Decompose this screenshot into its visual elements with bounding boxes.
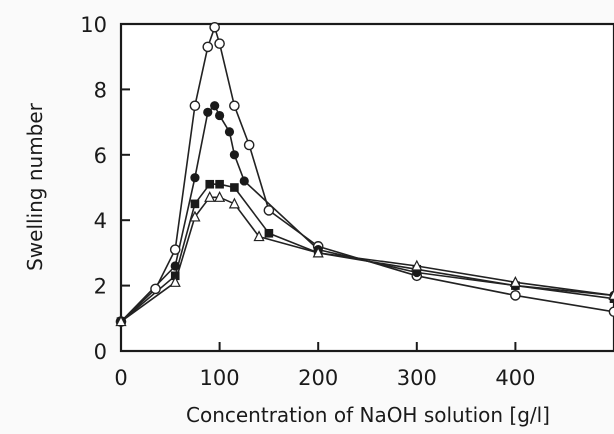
data-point-open-triangle (204, 190, 216, 202)
data-point-filled-circle (224, 127, 235, 137)
y-tick-label: 4 (94, 209, 107, 233)
data-point-open-circle (229, 100, 240, 112)
y-tick-label: 8 (94, 78, 107, 102)
data-point-filled-square (190, 199, 200, 209)
data-point-open-triangle (189, 210, 201, 222)
data-point-open-circle (209, 21, 220, 33)
data-point-filled-circle (215, 110, 225, 121)
y-tick-label: 6 (94, 144, 107, 168)
series-markers (115, 21, 614, 327)
data-point-filled-square (205, 179, 215, 189)
y-tick-label: 10 (80, 13, 107, 37)
x-tick-label: 400 (495, 366, 535, 390)
y-tick-label: 0 (94, 340, 107, 364)
data-point-open-circle (608, 306, 614, 318)
data-point-open-circle (189, 100, 201, 112)
series-line (120, 26, 614, 323)
y-tick-label: 2 (94, 275, 107, 299)
data-point-open-triangle (608, 289, 614, 301)
data-point-open-triangle (411, 259, 423, 271)
plot-frame (119, 22, 614, 353)
data-point-open-circle (243, 139, 255, 151)
data-point-filled-circle (203, 107, 213, 117)
x-tick-label: 200 (298, 366, 338, 390)
data-point-open-circle (150, 283, 161, 295)
data-point-open-triangle (509, 276, 521, 287)
data-point-filled-circle (210, 101, 220, 111)
x-tick-label: 0 (114, 366, 127, 390)
data-point-filled-circle (170, 261, 180, 271)
data-point-open-triangle (214, 190, 226, 202)
data-point-open-triangle (228, 197, 240, 209)
data-point-filled-circle (239, 176, 249, 186)
x-tick-label: 100 (200, 366, 240, 390)
y-axis-title: Swelling number (23, 102, 47, 271)
data-point-open-triangle (253, 230, 265, 242)
data-point-open-triangle (115, 315, 127, 327)
data-point-filled-square (170, 271, 180, 281)
x-axis-title: Concentration of NaOH solution [g/l] (186, 403, 550, 427)
data-point-open-circle (214, 38, 225, 49)
data-point-open-triangle (169, 276, 181, 287)
data-point-filled-circle (229, 150, 239, 160)
data-point-open-circle (202, 41, 214, 53)
data-point-filled-square (215, 179, 224, 189)
data-point-filled-circle (190, 173, 200, 183)
x-tick-label: 300 (397, 366, 437, 390)
data-point-open-circle (510, 290, 521, 301)
data-point-filled-square (264, 228, 274, 238)
data-point-open-triangle (312, 246, 324, 258)
data-point-filled-square (230, 183, 239, 192)
data-point-open-circle (263, 205, 275, 216)
data-point-open-circle (169, 244, 181, 255)
